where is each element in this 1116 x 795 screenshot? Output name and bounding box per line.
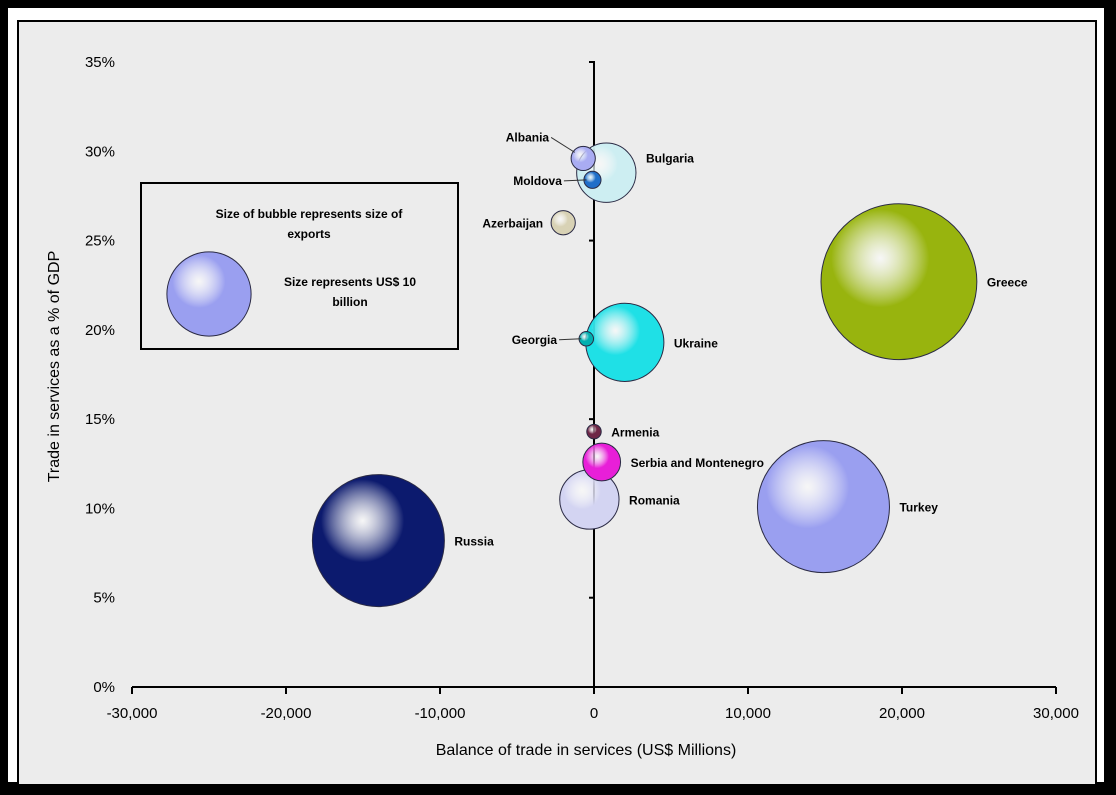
y-tick-label: 25% [85, 233, 115, 250]
y-tick-label: 30% [85, 143, 115, 160]
leader-lines [550, 137, 587, 341]
x-tick-label: 20,000 [879, 705, 925, 722]
bubble-serbia-and-montenegro [582, 442, 622, 482]
label-greece: Greece [987, 276, 1028, 290]
y-tick-label: 10% [85, 500, 115, 517]
legend-text-line2: exports [287, 227, 331, 241]
leader-line [550, 137, 576, 153]
x-tick-label: -30,000 [107, 705, 158, 722]
x-tick-label: 0 [590, 705, 598, 722]
y-ticks: 0% 5% 10% 15% 20% 25% 30% 35% [85, 54, 595, 696]
y-tick-label: 15% [85, 411, 115, 428]
label-serbia-and-montenegro: Serbia and Montenegro [631, 456, 764, 470]
bubble-azerbaijan [550, 210, 576, 236]
label-romania: Romania [629, 494, 680, 508]
label-moldova: Moldova [513, 174, 562, 188]
x-axis-title: Balance of trade in services (US$ Millio… [436, 742, 737, 759]
bubble-armenia [586, 423, 602, 440]
bubble-russia [311, 474, 445, 608]
x-ticks: -30,000 -20,000 -10,000 0 10,000 20,000 30,000 [107, 687, 1079, 722]
label-bulgaria: Bulgaria [646, 152, 694, 166]
legend-text-line3: Size represents US$ 10 [284, 275, 416, 289]
legend-text-line4: billion [332, 295, 367, 309]
label-ukraine: Ukraine [674, 336, 718, 350]
y-tick-label: 35% [85, 54, 115, 71]
bubble-moldova [583, 170, 602, 189]
bubble-greece [820, 203, 978, 361]
legend-bubble [166, 251, 252, 337]
bubble-ukraine [585, 302, 665, 382]
chart-area: -30,000 -20,000 -10,000 0 10,000 20,000 30,000… [17, 20, 1097, 786]
y-tick-label: 20% [85, 322, 115, 339]
x-tick-label: -20,000 [261, 705, 312, 722]
x-tick-label: 10,000 [725, 705, 771, 722]
y-tick-label: 0% [93, 679, 115, 696]
leader-line [559, 338, 582, 341]
label-albania: Albania [506, 130, 550, 144]
label-turkey: Turkey [899, 501, 938, 515]
legend-text-line1: Size of bubble represents size of [216, 207, 404, 221]
x-tick-label: -10,000 [415, 705, 466, 722]
bubble-albania [570, 145, 596, 172]
bubble-labels: Albania Bulgaria Moldova Azerbaijan Greece Ge… [454, 130, 1027, 548]
label-azerbaijan: Azerbaijan [482, 217, 543, 231]
label-georgia: Georgia [512, 333, 558, 347]
label-armenia: Armenia [611, 426, 659, 440]
y-axis-title: Trade in services as a % of GDP [46, 251, 63, 483]
x-tick-label: 30,000 [1033, 705, 1079, 722]
leader-line [563, 179, 587, 182]
y-tick-label: 5% [93, 590, 115, 607]
label-russia: Russia [454, 535, 494, 549]
bubbles [311, 142, 978, 608]
legend-box: Size of bubble represents size of export… [140, 182, 459, 350]
bubble-chart: -30,000 -20,000 -10,000 0 10,000 20,000 30,000… [46, 54, 1079, 759]
bubble-turkey [756, 440, 890, 574]
